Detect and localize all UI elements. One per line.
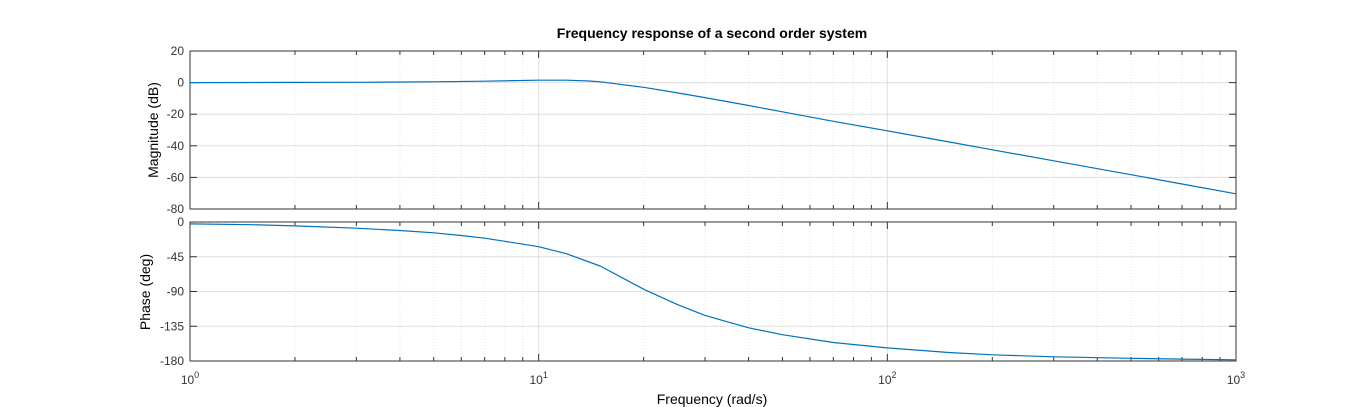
magnitude-series-line	[189, 79, 1237, 195]
x-tick-label: 101	[529, 370, 547, 387]
phase-y-tick-label: -180	[160, 354, 184, 368]
phase-axes: 0 -45 -90 -135 -180	[160, 215, 1237, 368]
magnitude-y-axis-label: Magnitude (dB)	[145, 82, 161, 178]
magnitude-axes-border	[189, 50, 1237, 210]
magnitude-y-tick-label: -80	[167, 202, 185, 216]
phase-y-tick-label: -45	[167, 250, 185, 264]
phase-y-axis-label: Phase (deg)	[137, 254, 153, 330]
magnitude-y-tick-label: -20	[167, 107, 185, 121]
phase-series-line	[189, 223, 1237, 361]
magnitude-y-tick-label: -40	[167, 139, 185, 153]
magnitude-y-tick-label: 20	[171, 44, 185, 58]
chart-title: Frequency response of a second order sys…	[557, 25, 867, 41]
phase-y-tick-label: -90	[167, 285, 185, 299]
x-tick-label: 102	[878, 370, 896, 387]
x-tick-label: 103	[1227, 370, 1245, 387]
magnitude-y-tick-label: -60	[167, 170, 185, 184]
x-axis-label: Frequency (rad/s)	[657, 391, 767, 407]
magnitude-plot-area	[189, 50, 1237, 210]
magnitude-y-tick-label: 0	[177, 76, 184, 90]
phase-y-tick-label: -135	[160, 319, 184, 333]
phase-y-tick-label: 0	[177, 215, 184, 229]
x-tick-label: 100	[181, 370, 199, 387]
magnitude-axes: 20 0 -20 -40 -60 -80	[167, 44, 1237, 216]
phase-axes-border	[189, 221, 1237, 362]
